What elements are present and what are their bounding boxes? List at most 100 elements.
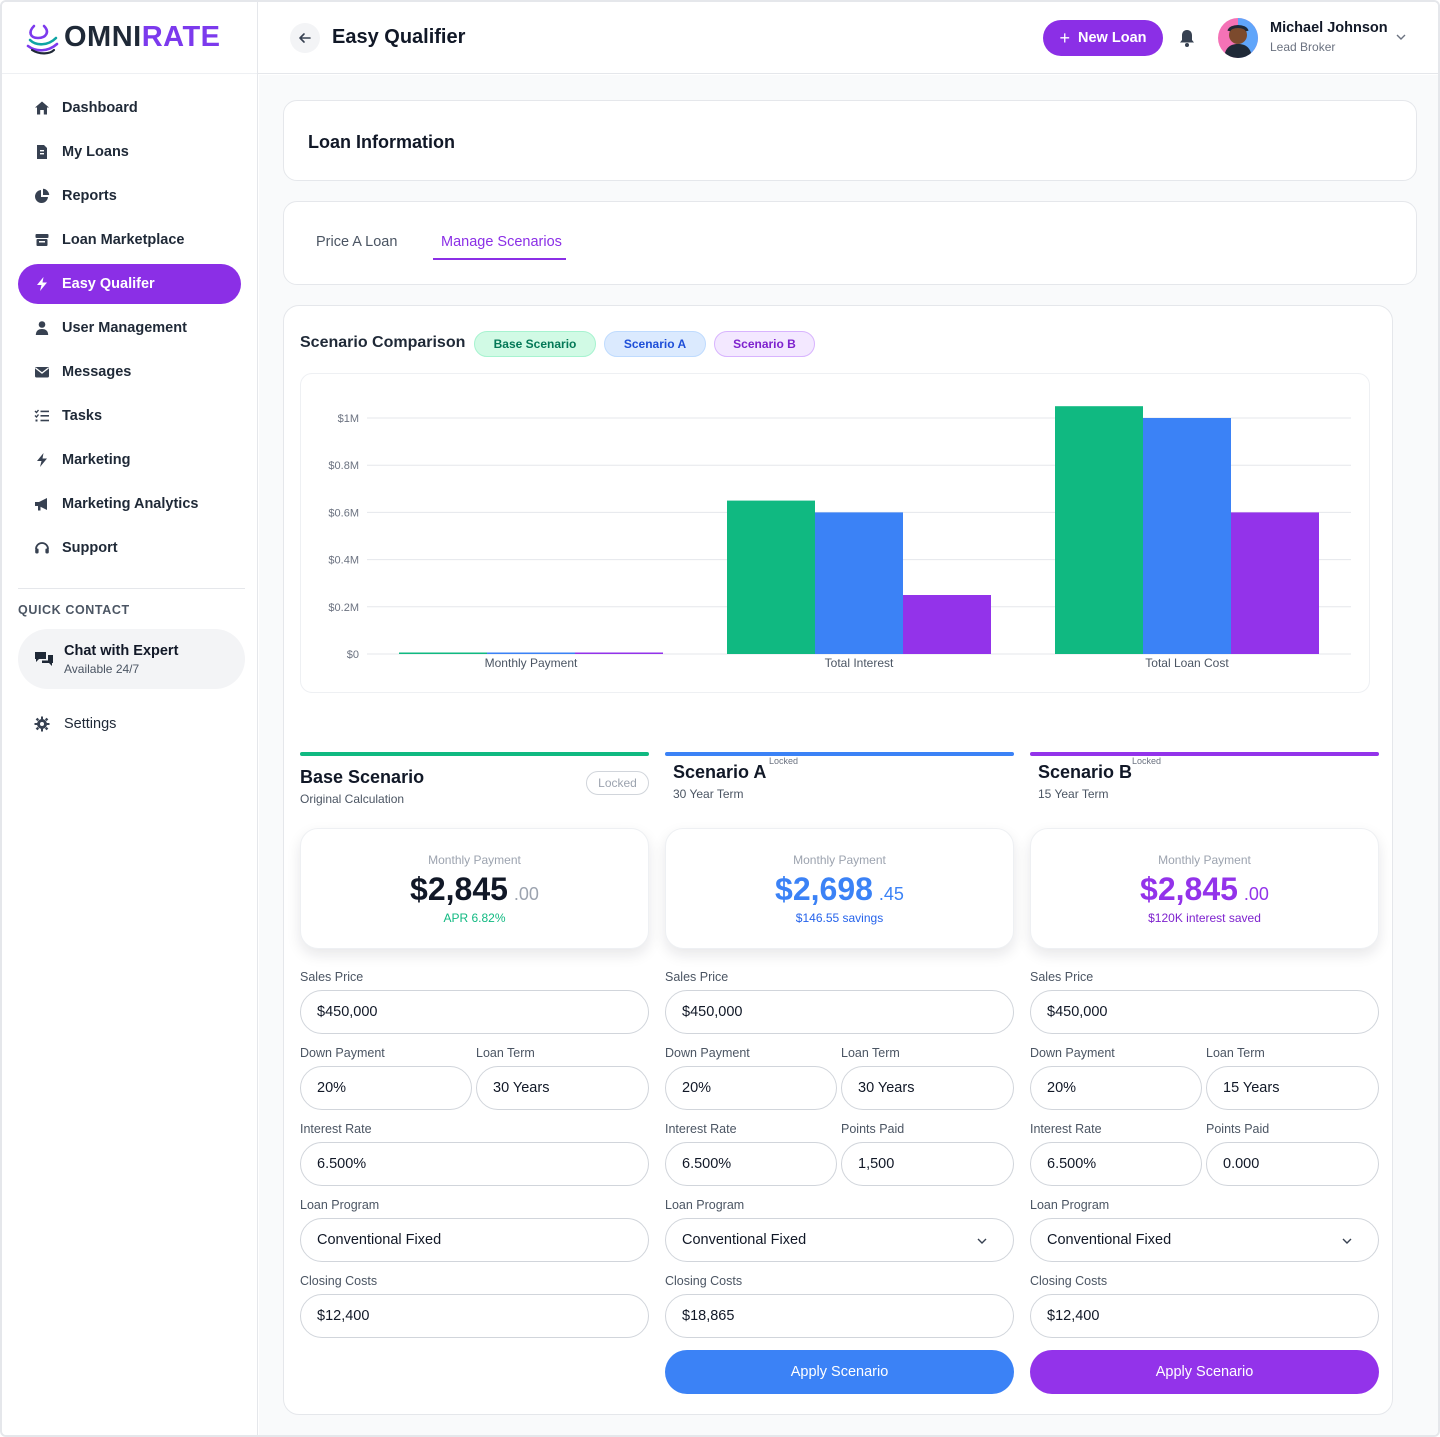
bar-scenario-a [815,512,903,654]
sales-price-field[interactable]: $450,000 [1030,990,1379,1034]
loan-program-field[interactable]: Conventional Fixed [300,1218,649,1262]
closing-costs-field[interactable]: $18,865 [665,1294,1014,1338]
interest-rate-field[interactable]: 6.500% [1030,1142,1202,1186]
settings-label: Settings [64,716,117,732]
brand-name: OMNIRATE [64,21,221,53]
sidebar-item-dashboard[interactable]: Dashboard [18,88,241,128]
loan-term-field[interactable]: 30 Years [476,1066,649,1110]
closing-costs-label: Closing Costs [665,1274,743,1288]
bar-base-scenario [399,652,487,654]
scenario-subtitle: 15 Year Term [1038,787,1109,801]
points-paid-field[interactable]: 1,500 [841,1142,1014,1186]
monthly-payment-amount: $2,845.00 [1031,871,1378,908]
loan-program-label: Loan Program [665,1198,745,1212]
loan-term-field[interactable]: 15 Years [1206,1066,1379,1110]
down-payment-field[interactable]: 20% [665,1066,837,1110]
sidebar-item-support[interactable]: Support [18,528,241,568]
chat-with-expert-button[interactable]: Chat with Expert Available 24/7 [18,629,245,689]
contact-title: Chat with Expert [64,642,179,659]
sidebar: OMNIRATE Dashboard My Loans Reports Loan… [2,2,258,1435]
scenario-subtitle: Original Calculation [300,792,405,806]
locked-badge[interactable]: Locked [1132,756,1162,766]
payment-dollars: $2,698 [775,871,873,907]
bell-icon[interactable] [1177,28,1197,48]
scenario-subtitle: 30 Year Term [673,787,744,801]
sidebar-item-marketing[interactable]: Marketing [18,440,241,480]
avatar[interactable] [1218,18,1258,58]
logo[interactable]: OMNIRATE [2,2,257,74]
envelope-icon [34,364,50,380]
loan-program-value: Conventional Fixed [1047,1232,1172,1248]
bar-scenario-b [575,652,663,654]
closing-costs-field[interactable]: $12,400 [1030,1294,1379,1338]
loan-program-label: Loan Program [1030,1198,1110,1212]
chevron-down-icon [977,1238,987,1244]
monthly-payment-label: Monthly Payment [793,853,886,867]
y-tick-label: $0.6M [328,507,359,519]
closing-costs-label: Closing Costs [1030,1274,1108,1288]
tab-price-a-loan[interactable]: Price A Loan [316,234,398,250]
sidebar-item-tasks[interactable]: Tasks [18,396,241,436]
interest-rate-field[interactable]: 6.500% [665,1142,837,1186]
pill-scenario-a[interactable]: Scenario A [604,331,706,357]
sidebar-item-marketing-analytics[interactable]: Marketing Analytics [18,484,241,524]
base-scenario-accent-bar [300,752,649,756]
sidebar-item-label: Reports [62,188,117,204]
settings-link[interactable]: Settings [34,711,257,737]
monthly-payment-label: Monthly Payment [1158,853,1251,867]
closing-costs-field[interactable]: $12,400 [300,1294,649,1338]
down-payment-label: Down Payment [1030,1046,1115,1060]
x-category-label: Total Interest [825,656,894,670]
sidebar-item-reports[interactable]: Reports [18,176,241,216]
sidebar-item-label: Dashboard [62,100,138,116]
apply-scenario-a-button[interactable]: Apply Scenario [665,1350,1014,1394]
new-loan-button[interactable]: + New Loan [1043,20,1163,56]
loan-term-field[interactable]: 30 Years [841,1066,1014,1110]
chevron-down-icon [1342,1238,1352,1244]
sidebar-item-label: Marketing [62,452,131,468]
points-paid-field[interactable]: 0.000 [1206,1142,1379,1186]
sidebar-item-label: Support [62,540,118,556]
down-payment-field[interactable]: 20% [1030,1066,1202,1110]
sidebar-item-messages[interactable]: Messages [18,352,241,392]
back-button[interactable] [290,22,320,53]
sidebar-item-loan-marketplace[interactable]: Loan Marketplace [18,220,241,260]
sales-price-field[interactable]: $450,000 [300,990,649,1034]
down-payment-field[interactable]: 20% [300,1066,472,1110]
chevron-down-icon[interactable] [1394,30,1408,44]
x-category-label: Total Loan Cost [1145,656,1229,670]
loan-term-label: Loan Term [476,1046,535,1060]
interest-rate-field[interactable]: 6.500% [300,1142,649,1186]
scenario-comparison-title: Scenario Comparison [300,334,466,351]
y-tick-label: $0.4M [328,555,359,567]
scenario-b-accent-bar [1030,752,1379,756]
sidebar-item-label: Loan Marketplace [62,232,185,248]
bar-scenario-b [1231,512,1319,654]
pill-base-scenario[interactable]: Base Scenario [474,331,596,357]
loan-program-select[interactable]: Conventional Fixed [1030,1218,1379,1262]
loan-program-label: Loan Program [300,1198,380,1212]
closing-costs-label: Closing Costs [300,1274,378,1288]
locked-badge[interactable]: Locked [586,771,649,795]
y-tick-label: $0.8M [328,460,359,472]
scenario-name: Scenario A [673,762,767,782]
sidebar-item-easy-qualifer[interactable]: Easy Qualifer [18,264,241,304]
points-paid-label: Points Paid [1206,1122,1270,1136]
bolt-icon [34,452,50,468]
tab-manage-scenarios[interactable]: Manage Scenarios [441,234,562,250]
document-icon [34,144,50,160]
apply-scenario-b-button[interactable]: Apply Scenario [1030,1350,1379,1394]
monthly-payment-label: Monthly Payment [428,853,521,867]
sales-price-field[interactable]: $450,000 [665,990,1014,1034]
pill-scenario-b[interactable]: Scenario B [714,331,815,357]
loan-program-select[interactable]: Conventional Fixed [665,1218,1014,1262]
sidebar-item-label: Tasks [62,408,103,424]
loan-term-label: Loan Term [1206,1046,1265,1060]
sidebar-item-label: User Management [62,320,187,336]
interest-rate-label: Interest Rate [1030,1122,1102,1136]
sidebar-item-my-loans[interactable]: My Loans [18,132,241,172]
page-title: Easy Qualifier [332,26,466,48]
sidebar-item-user-management[interactable]: User Management [18,308,241,348]
locked-badge[interactable]: Locked [769,756,799,766]
